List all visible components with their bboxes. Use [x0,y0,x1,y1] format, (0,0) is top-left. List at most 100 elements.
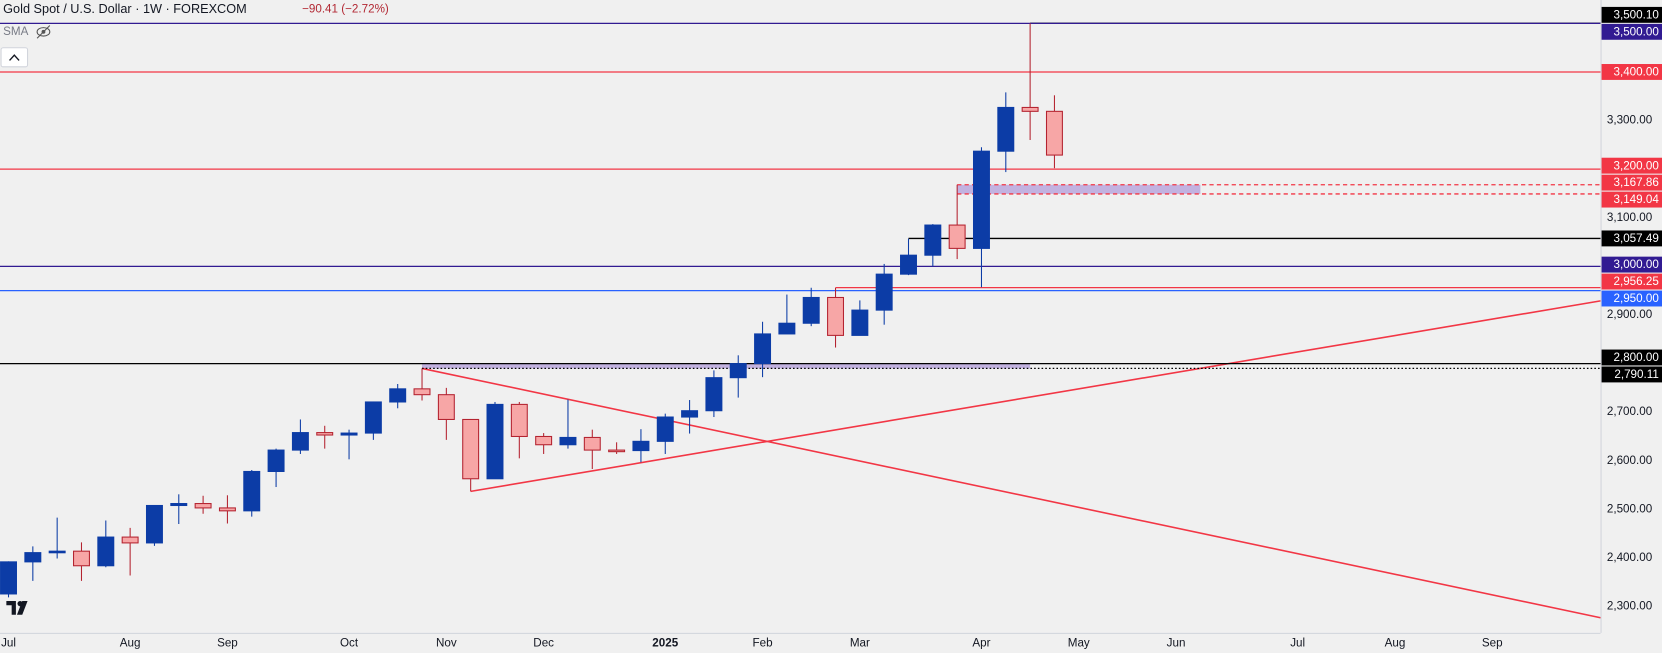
price-zone [957,184,1201,194]
candle-body [559,436,577,446]
candle-body [729,363,747,379]
candle-body [1045,110,1063,156]
y-tick-label: 2,700.00 [1607,405,1653,418]
candle-body [48,550,66,554]
price-tag [1601,23,1662,40]
plot-area [0,22,1601,619]
price-tag-label: 3,400.00 [1614,66,1660,79]
candle-body [291,432,309,451]
candle-body [535,435,553,446]
candle-body [170,503,188,507]
candle-body [632,440,650,452]
x-tick-label: May [1068,637,1090,650]
x-tick-label: Dec [533,637,554,650]
price-tag [1601,256,1662,273]
chart-title: Gold Spot / U.S. Dollar · 1W · FOREXCOM [3,1,247,16]
y-tick-label: 2,500.00 [1607,502,1653,515]
price-tag [1601,64,1662,80]
candle-body [705,377,723,412]
candle-body [510,403,528,438]
collapse-button[interactable] [0,47,29,68]
price-tag-label: 3,057.49 [1614,232,1659,245]
price-tag-label: 3,149.04 [1614,193,1660,206]
x-tick-label: Apr [972,637,990,650]
candle-body [608,449,626,453]
candle-body [583,436,601,451]
x-tick-label: Aug [120,637,141,650]
price-tag [1601,366,1662,383]
x-tick-label: Aug [1385,637,1406,650]
axes: 3,300.00 3,100.00 2,900.00 2,700.00 2,600.00… [1,6,1662,650]
header: Gold Spot / U.S. Dollar · 1W · FOREXCOM … [0,1,389,68]
price-tag [1601,157,1662,174]
y-tick-label: 3,300.00 [1607,114,1653,127]
price-tag [1601,6,1662,23]
price-tag [1601,174,1662,191]
indicator-label: SMA [3,25,28,38]
candle-body [340,432,358,436]
candle-body [145,504,163,544]
x-tick-label: 2025 [652,637,678,650]
candle-body [218,507,236,512]
candle-body [389,388,407,403]
trendline [470,300,1601,493]
x-tick-label: Jul [1290,637,1305,650]
candle-body [656,416,674,442]
price-tag-label: 2,956.25 [1614,275,1659,288]
candle-body [267,449,285,472]
candle-body [413,388,431,396]
x-tick-label: Sep [217,637,238,650]
x-tick-label: Jun [1167,637,1186,650]
candle-body [778,322,796,335]
candle-body [24,552,42,563]
candle-body [997,106,1015,152]
price-change: −90.41 (−2.72%) [302,3,389,16]
visibility-icon[interactable] [36,25,51,39]
price-tag-label: 3,000.00 [1614,258,1660,271]
logo [6,601,28,615]
candle-body [462,418,480,480]
candle-body [121,536,139,544]
price-tag-label: 2,800.00 [1614,351,1660,364]
candle-body [0,561,17,595]
candle-body [243,470,261,512]
candle-body [900,254,917,275]
candle-body [364,401,382,434]
y-tick-label: 2,400.00 [1607,551,1653,564]
candle-body [972,150,990,249]
candle-body [73,550,90,567]
candle-body [486,403,504,480]
price-tag [1601,230,1662,247]
candle-body [97,536,115,567]
trendline [421,367,1601,619]
y-tick-label: 2,600.00 [1607,454,1653,467]
price-tag [1601,349,1662,366]
candle-body [754,333,772,365]
x-tick-label: Sep [1482,637,1503,650]
price-tag [1601,273,1662,290]
x-tick-label: Mar [850,637,870,650]
y-tick-label: 2,300.00 [1607,600,1653,613]
candle-body [681,410,699,418]
candle-body [851,309,869,336]
x-tick-label: Jul [1,637,16,650]
price-zone [422,363,1031,369]
price-tag-label: 3,167.86 [1614,176,1659,189]
y-tick-label: 2,900.00 [1607,308,1653,321]
price-tag-label: 2,950.00 [1614,292,1660,305]
x-tick-label: Nov [436,637,457,650]
price-tag-label: 2,790.11 [1614,368,1658,381]
price-tag-label: 3,200.00 [1614,159,1660,172]
y-tick-label: 3,100.00 [1607,211,1653,224]
candle-body [875,273,893,311]
candle-body [948,224,966,249]
x-tick-label: Oct [340,637,359,650]
candle-body [827,296,845,336]
price-tag-label: 3,500.10 [1614,8,1660,21]
candle-body [924,224,942,256]
candle-body [437,394,455,420]
candle-body [1021,106,1039,112]
x-tick-label: Feb [753,637,773,650]
candle-body [802,296,820,324]
